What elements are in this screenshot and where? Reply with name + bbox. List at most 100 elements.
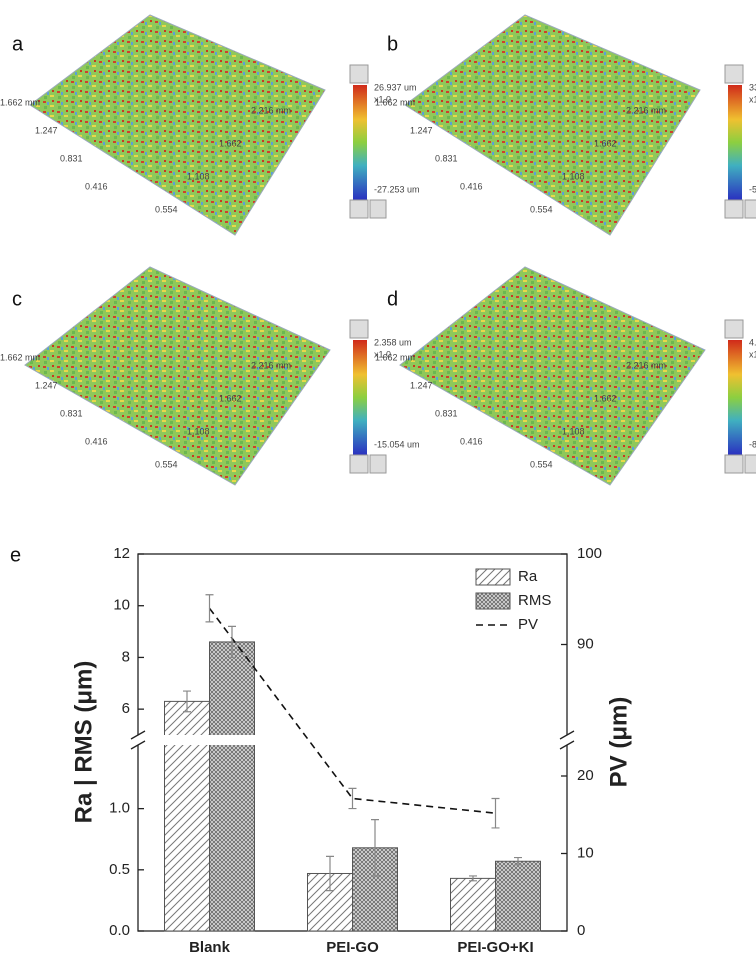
colorbar-max: 2.358 um xyxy=(374,337,412,347)
legend-patch xyxy=(475,592,511,610)
legend-label: PV xyxy=(518,616,538,633)
surface-x-tick: 0.554 xyxy=(530,459,553,469)
surface-x-tick: 2.216 mm xyxy=(251,360,291,370)
colorbar xyxy=(728,340,742,455)
colorbar-scale: x1.0 xyxy=(374,94,391,104)
surface-x-tick: 2.216 mm xyxy=(626,105,666,115)
y-tick-label: 0.0 xyxy=(109,922,130,939)
colorbar-button xyxy=(349,454,369,474)
colorbar-button xyxy=(724,199,744,219)
error-bar xyxy=(491,797,500,829)
legend-label: Ra xyxy=(518,568,538,585)
panel-label: b xyxy=(387,33,398,55)
error-bar xyxy=(514,856,522,866)
surface-panel: c 1.662 mm 1.247 0.831 0.416 0.554 1.108 1.662 2… xyxy=(0,266,420,486)
surface-x-tick: 1.662 xyxy=(219,393,242,403)
colorbar-button xyxy=(349,199,369,219)
surface-y-tick: 0.831 xyxy=(435,153,458,163)
surface-x-tick: 0.554 xyxy=(530,204,553,214)
panel-label: e xyxy=(10,544,21,566)
y2-tick-label: 0 xyxy=(577,922,585,939)
colorbar-scale: x1.0 xyxy=(749,349,756,359)
colorbar-max: 4.856 um xyxy=(749,337,756,347)
surface-x-tick: 2.216 mm xyxy=(626,360,666,370)
error-bar xyxy=(183,690,191,713)
colorbar-button xyxy=(744,454,756,474)
x-tick-label: PEI-GO+KI xyxy=(457,939,533,956)
colorbar-button xyxy=(349,64,369,84)
surface-x-tick: 1.662 xyxy=(219,138,242,148)
colorbar-min: -15.054 um xyxy=(374,439,420,449)
colorbar-max: 33.820 um xyxy=(749,82,756,92)
error-bar xyxy=(371,819,379,877)
surface-panel: d 1.662 mm 1.247 0.831 0.416 0.554 1.108 1.662 2… xyxy=(375,266,756,486)
surface-panel: a 1.662 mm 1.247 0.831 0.416 0.554 1.108 1.662 2… xyxy=(0,14,420,236)
surface-x-tick: 0.554 xyxy=(155,459,178,469)
error-bar xyxy=(326,855,334,892)
colorbar-button xyxy=(349,319,369,339)
surface xyxy=(24,266,331,486)
surface-x-tick: 0.554 xyxy=(155,204,178,214)
bar xyxy=(209,641,255,932)
surface-y-tick: 1.247 xyxy=(410,380,433,390)
y2-tick-label: 20 xyxy=(577,767,594,784)
y2-tick-label: 10 xyxy=(577,844,594,861)
panel-label: a xyxy=(12,33,24,55)
surface-y-tick: 1.247 xyxy=(35,125,58,135)
surface xyxy=(404,14,701,236)
y-tick-label: 6 xyxy=(122,700,130,717)
colorbar xyxy=(353,340,367,455)
colorbar-min: -27.253 um xyxy=(374,184,420,194)
surface-y-tick: 0.831 xyxy=(60,153,83,163)
surface-y-tick: 0.416 xyxy=(85,181,108,191)
colorbar xyxy=(728,85,742,200)
surface-y-tick: 0.831 xyxy=(435,408,458,418)
surface-x-tick: 1.108 xyxy=(562,171,585,181)
bar xyxy=(450,877,496,932)
axis-break-mark xyxy=(559,730,575,740)
y-tick-label: 1.0 xyxy=(109,800,130,817)
surface-y-tick: 0.416 xyxy=(460,436,483,446)
colorbar-max: 26.937 um xyxy=(374,82,417,92)
surface-x-tick: 2.216 mm xyxy=(251,105,291,115)
surface-x-tick: 1.108 xyxy=(562,426,585,436)
surface xyxy=(29,14,326,236)
colorbar xyxy=(353,85,367,200)
x-tick-label: PEI-GO xyxy=(326,939,379,956)
surface-y-tick: 1.247 xyxy=(410,125,433,135)
y-tick-label: 10 xyxy=(113,597,130,614)
colorbar-button xyxy=(724,319,744,339)
panel-label: c xyxy=(12,288,22,310)
panel-label: d xyxy=(387,288,398,310)
surface-y-tick: 1.662 mm xyxy=(0,352,40,362)
y-tick-label: 8 xyxy=(122,648,130,665)
colorbar-scale: x1.0 xyxy=(749,94,756,104)
y2-tick-label: 100 xyxy=(577,545,602,562)
surface-y-tick: 0.831 xyxy=(60,408,83,418)
surface-y-tick: 1.662 mm xyxy=(375,352,415,362)
axis-break-mark xyxy=(559,740,575,750)
x-tick-label: Blank xyxy=(189,939,231,956)
surface-x-tick: 1.662 xyxy=(594,393,617,403)
y-tick-label: 0.5 xyxy=(109,861,130,878)
surface-x-tick: 1.108 xyxy=(187,171,210,181)
surface-y-tick: 0.416 xyxy=(460,181,483,191)
error-bar xyxy=(228,625,236,659)
colorbar-button xyxy=(369,454,387,474)
colorbar-min: -57.676 um xyxy=(749,184,756,194)
error-bar xyxy=(205,594,214,623)
bar xyxy=(495,860,541,932)
error-bar xyxy=(469,875,477,882)
colorbar-min: -8.918 um xyxy=(749,439,756,449)
axis-break xyxy=(135,735,570,745)
axis-break-mark xyxy=(130,740,146,750)
surface-y-tick: 1.662 mm xyxy=(375,97,415,107)
legend-patch xyxy=(475,568,511,586)
error-bar xyxy=(348,787,357,810)
surface-x-tick: 1.662 xyxy=(594,138,617,148)
surface-y-tick: 1.247 xyxy=(35,380,58,390)
surface-panel: b 1.662 mm 1.247 0.831 0.416 0.554 1.108 1.662 2… xyxy=(375,14,756,236)
legend-label: RMS xyxy=(518,592,551,609)
y-axis-label: Ra | RMS (μm) xyxy=(70,661,97,824)
